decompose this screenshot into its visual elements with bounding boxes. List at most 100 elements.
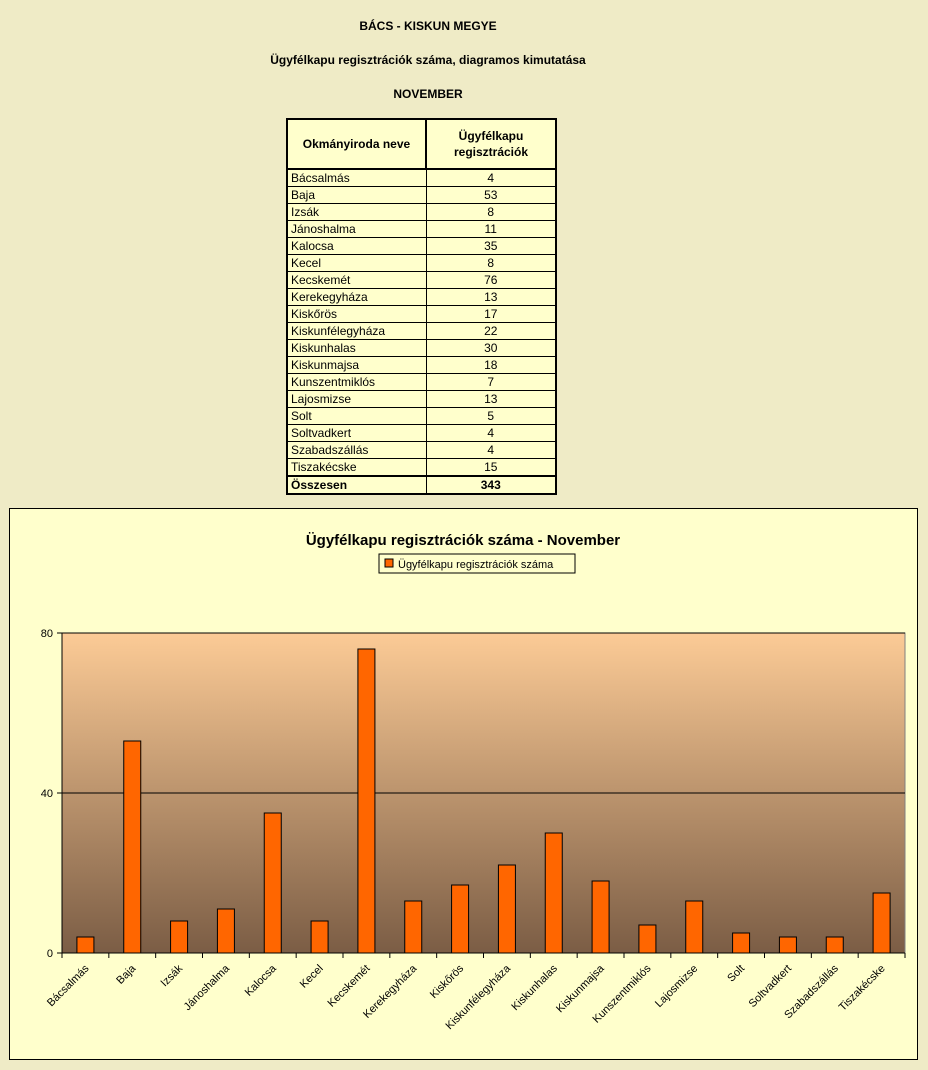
bar: [263, 812, 282, 954]
bar: [76, 936, 95, 954]
bar: [357, 648, 376, 954]
table-row: Jánoshalma 11: [286, 220, 557, 238]
y-tick-label: 40: [41, 788, 53, 800]
office-name-cell: Kerekegyháza: [286, 288, 427, 306]
table-header-row: Okmányiroda neve Ügyfélkapu regisztráció…: [286, 118, 557, 170]
bar: [872, 892, 891, 954]
x-tick-label: Baja: [114, 962, 139, 987]
registration-count-cell: 13: [425, 390, 557, 408]
table-row: Kiskőrös 17: [286, 305, 557, 323]
legend-label: Ügyfélkapu regisztrációk száma: [398, 559, 554, 571]
total-value-cell: 343: [425, 475, 557, 495]
bar: [451, 884, 470, 954]
table-row: Tiszakécske 15: [286, 458, 557, 477]
table-row: Kunszentmiklós 7: [286, 373, 557, 391]
office-name-cell: Kiskunhalas: [286, 339, 427, 357]
table-row: Kalocsa 35: [286, 237, 557, 255]
registration-count-cell: 7: [425, 373, 557, 391]
table-row: Kerekegyháza 13: [286, 288, 557, 306]
x-tick-label: Tiszakécske: [837, 963, 888, 1014]
bar: [497, 864, 516, 954]
table-row: Kiskunhalas 30: [286, 339, 557, 357]
registration-count-cell: 17: [425, 305, 557, 323]
x-tick-label: Lajosmizse: [653, 963, 700, 1010]
x-tick-label: Bácsalmás: [45, 962, 92, 1009]
bar: [638, 924, 657, 954]
x-tick-label: Izsák: [159, 962, 186, 989]
legend-box: [378, 553, 576, 574]
x-tick-label: Jánoshalma: [182, 962, 233, 1013]
registration-count-cell: 5: [425, 407, 557, 425]
office-name-cell: Kecel: [286, 254, 427, 272]
column-header-office: Okmányiroda neve: [286, 118, 427, 170]
registration-count-cell: 30: [425, 339, 557, 357]
x-tick-label: Kecel: [298, 963, 326, 991]
registrations-table: Okmányiroda neve Ügyfélkapu regisztráció…: [286, 118, 557, 495]
bar-chart: Ügyfélkapu regisztrációk száma - Novembe…: [41, 532, 906, 1032]
table-row: Soltvadkert 4: [286, 424, 557, 442]
county-title: BÁCS - KISKUN MEGYE: [359, 19, 497, 33]
office-name-cell: Kiskőrös: [286, 305, 427, 323]
registration-count-cell: 53: [425, 186, 557, 204]
office-name-cell: Tiszakécske: [286, 458, 427, 477]
table-row: Szabadszállás 4: [286, 441, 557, 459]
report-subtitle: Ügyfélkapu regisztrációk száma, diagramo…: [270, 53, 586, 67]
column-header-line1: Ügyfélkapu: [458, 129, 524, 143]
legend-swatch: [384, 558, 394, 568]
registration-count-cell: 76: [425, 271, 557, 289]
chart-area: Ügyfélkapu regisztrációk száma - Novembe…: [9, 508, 918, 1060]
bar: [685, 900, 704, 954]
x-tick-label: Kiskunhalas: [509, 962, 560, 1013]
x-tick-label: Soltvadkert: [747, 963, 794, 1010]
office-name-cell: Kalocsa: [286, 237, 427, 255]
table-row: Izsák 8: [286, 203, 557, 221]
registration-count-cell: 13: [425, 288, 557, 306]
table-row: Lajosmizse 13: [286, 390, 557, 408]
registration-count-cell: 4: [425, 168, 557, 187]
office-name-cell: Lajosmizse: [286, 390, 427, 408]
bar: [778, 936, 797, 954]
table-row: Kecel 8: [286, 254, 557, 272]
table-body: Bácsalmás 4 Baja 53 Izsák 8 Jánoshalma 11 Kalocs…: [286, 168, 557, 495]
office-name-cell: Baja: [286, 186, 427, 204]
registration-count-cell: 18: [425, 356, 557, 374]
registration-count-cell: 4: [425, 424, 557, 442]
office-name-cell: Bácsalmás: [286, 168, 427, 187]
registration-count-cell: 35: [425, 237, 557, 255]
x-tick-label: Solt: [725, 963, 747, 985]
registration-count-cell: 15: [425, 458, 557, 477]
month-title: NOVEMBER: [393, 87, 463, 101]
office-name-cell: Kecskemét: [286, 271, 427, 289]
total-label-cell: Összesen: [286, 475, 427, 495]
office-name-cell: Szabadszállás: [286, 441, 427, 459]
office-name-cell: Kiskunmajsa: [286, 356, 427, 374]
bar: [544, 832, 563, 954]
registration-count-cell: 8: [425, 254, 557, 272]
bar: [732, 932, 751, 954]
table-row: Kiskunmajsa 18: [286, 356, 557, 374]
table-row: Kiskunfélegyháza 22: [286, 322, 557, 340]
x-tick-label: Kalocsa: [243, 962, 280, 999]
office-name-cell: Solt: [286, 407, 427, 425]
chart-title: Ügyfélkapu regisztrációk száma - Novembe…: [306, 532, 620, 549]
registration-count-cell: 22: [425, 322, 557, 340]
table-row: Solt 5: [286, 407, 557, 425]
x-tick-label: Kiskőrös: [428, 962, 467, 1001]
registration-count-cell: 11: [425, 220, 557, 238]
bar: [404, 900, 423, 954]
registration-count-cell: 4: [425, 441, 557, 459]
office-name-cell: Soltvadkert: [286, 424, 427, 442]
registration-count-cell: 8: [425, 203, 557, 221]
column-header-registrations: Ügyfélkapu regisztrációk: [425, 118, 557, 170]
bar: [591, 880, 610, 954]
office-name-cell: Kiskunfélegyháza: [286, 322, 427, 340]
table-row: Bácsalmás 4: [286, 168, 557, 187]
table-row: Baja 53: [286, 186, 557, 204]
office-name-cell: Kunszentmiklós: [286, 373, 427, 391]
bar: [170, 920, 189, 954]
y-tick-label: 80: [41, 628, 53, 640]
table-total-row: Összesen 343: [286, 475, 557, 495]
column-header-line2: regisztrációk: [453, 145, 529, 159]
chart-legend: Ügyfélkapu regisztrációk száma: [378, 553, 576, 574]
office-name-cell: Izsák: [286, 203, 427, 221]
